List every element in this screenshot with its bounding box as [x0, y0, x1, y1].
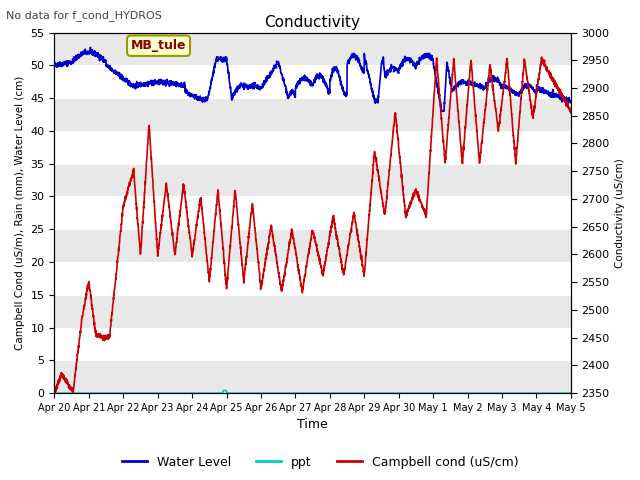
Text: MB_tule: MB_tule: [131, 39, 186, 52]
Bar: [54, 360, 571, 393]
Text: No data for f_cond_HYDROS: No data for f_cond_HYDROS: [6, 10, 163, 21]
Bar: [54, 131, 571, 164]
Bar: [54, 196, 571, 229]
Bar: [54, 327, 571, 360]
Bar: [54, 229, 571, 262]
Bar: [54, 65, 571, 98]
Title: Conductivity: Conductivity: [264, 15, 360, 30]
Bar: [54, 33, 571, 65]
Bar: [54, 262, 571, 295]
Y-axis label: Conductivity (uS/cm): Conductivity (uS/cm): [615, 158, 625, 268]
Legend: Water Level, ppt, Campbell cond (uS/cm): Water Level, ppt, Campbell cond (uS/cm): [116, 451, 524, 474]
Y-axis label: Campbell Cond (uS/m), Rain (mm), Water Level (cm): Campbell Cond (uS/m), Rain (mm), Water L…: [15, 76, 25, 350]
Bar: [54, 98, 571, 131]
Bar: [54, 295, 571, 327]
Bar: [54, 164, 571, 196]
X-axis label: Time: Time: [297, 419, 328, 432]
